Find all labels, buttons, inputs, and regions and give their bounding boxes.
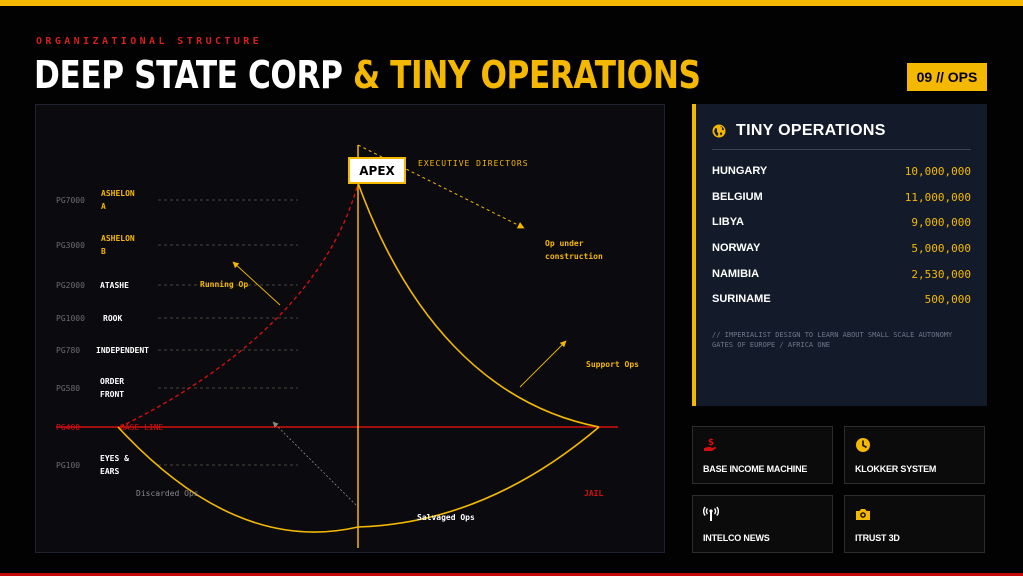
tile-intelco-news[interactable]: INTELCO NEWS xyxy=(692,495,833,553)
tile-label: KLOKKER SYSTEM xyxy=(855,464,937,474)
base-bowl-curve xyxy=(117,426,600,533)
apex-label: APEX xyxy=(359,164,395,178)
ops-row: BELGIUM 11,000,000 xyxy=(712,187,971,207)
ops-country: BELGIUM xyxy=(712,191,763,203)
op-under-construction-label: Op under xyxy=(545,239,584,248)
tiny-operations-title: TINY OPERATIONS xyxy=(736,122,886,139)
executive-directors-label: EXECUTIVE DIRECTORS xyxy=(418,159,529,168)
ops-row: SURINAME 500,000 xyxy=(712,289,971,309)
level-code: PG1000 xyxy=(56,314,85,323)
apex-box xyxy=(348,157,406,184)
diagram-canvas: PG7000 ASHELON A PG3000 ASHELON B PG2000 ATASHE… xyxy=(56,144,639,548)
ops-footnote-line: GATES OF EUROPE / AFRICA ONE xyxy=(712,341,831,349)
level-name: EYES & xyxy=(100,454,129,463)
level-code: PG100 xyxy=(56,461,80,470)
level-code: PG7000 xyxy=(56,196,85,205)
level-code: PG580 xyxy=(56,384,80,393)
ops-footnote-line: // IMPERIALIST DESIGN TO LEARN ABOUT SMA… xyxy=(712,331,953,339)
support-ops-arrow xyxy=(519,340,567,388)
top-accent-bar xyxy=(0,0,1023,6)
page-title-accent: & TINY OPERATIONS xyxy=(342,53,701,97)
ops-value: 2,530,000 xyxy=(911,267,971,281)
ops-country: NORWAY xyxy=(712,242,761,254)
page-title: DEEP STATE CORP & TINY OPERATIONS xyxy=(34,53,701,97)
ops-row: HUNGARY 10,000,000 xyxy=(712,161,971,181)
salvaged-ops-arrow xyxy=(272,421,357,506)
ops-value: 11,000,000 xyxy=(904,190,971,204)
globe-icon xyxy=(712,124,726,138)
broadcast-icon xyxy=(703,506,719,521)
ops-row: NAMIBIA 2,530,000 xyxy=(712,264,971,284)
tile-label: ITRUST 3D xyxy=(855,533,900,543)
support-ops-label: Support Ops xyxy=(586,360,639,369)
ops-country: NAMIBIA xyxy=(712,268,760,280)
camera-icon xyxy=(856,509,870,520)
tile-label: BASE INCOME MACHINE xyxy=(703,464,808,474)
tiny-operations-panel: TINY OPERATIONS HUNGARY 10,000,000 BELGI… xyxy=(692,104,987,406)
page-title-main: DEEP STATE CORP xyxy=(34,53,343,97)
level-name: ASHELON xyxy=(101,234,135,243)
level-code: PG400 xyxy=(56,423,80,432)
support-curve xyxy=(357,182,600,428)
ops-value: 9,000,000 xyxy=(911,215,971,229)
level-name: ORDER xyxy=(100,377,124,386)
tile-label: INTELCO NEWS xyxy=(703,533,770,543)
level-name: B xyxy=(101,247,106,256)
level-name: ATASHE xyxy=(100,281,129,290)
ops-country: HUNGARY xyxy=(712,165,768,177)
tiny-operations-header: TINY OPERATIONS xyxy=(712,122,886,140)
op-under-construction-label: construction xyxy=(545,251,603,261)
money-hand-icon: $ xyxy=(704,438,717,451)
level-name: EARS xyxy=(100,467,119,476)
ops-value: 500,000 xyxy=(924,292,971,306)
level-name: FRONT xyxy=(100,390,124,399)
clock-icon xyxy=(856,438,870,452)
tile-itrust-3d[interactable]: ITRUST 3D xyxy=(844,495,985,553)
ops-value: 10,000,000 xyxy=(904,164,971,178)
discarded-ops-label: Discarded Ops xyxy=(136,489,199,498)
running-op-curve xyxy=(119,182,359,428)
ops-badge: 09 // OPS xyxy=(907,63,987,91)
level-code: PG3000 xyxy=(56,241,85,250)
salvaged-ops-label: Salvaged Ops xyxy=(417,513,475,522)
level-name: BASE LINE xyxy=(120,423,164,432)
bottom-accent-bar xyxy=(0,573,1023,576)
org-structure-diagram: PG7000 ASHELON A PG3000 ASHELON B PG2000 ATASHE… xyxy=(35,104,665,553)
level-code: PG780 xyxy=(56,346,80,355)
ops-row: LIBYA 9,000,000 xyxy=(712,212,971,232)
tile-base-income-machine[interactable]: $ BASE INCOME MACHINE xyxy=(692,426,833,484)
running-op-label: Running Op xyxy=(200,279,248,289)
ops-footnote: // IMPERIALIST DESIGN TO LEARN ABOUT SMA… xyxy=(712,330,977,350)
ops-country: SURINAME xyxy=(712,293,771,305)
level-code: PG2000 xyxy=(56,281,85,290)
svg-text:$: $ xyxy=(708,438,714,448)
ops-value: 5,000,000 xyxy=(911,241,971,255)
jail-label: JAIL xyxy=(584,489,603,498)
section-eyebrow: ORGANIZATIONAL STRUCTURE xyxy=(36,36,263,47)
tile-klokker-system[interactable]: KLOKKER SYSTEM xyxy=(844,426,985,484)
ops-divider xyxy=(712,149,971,150)
running-op-arrow xyxy=(232,261,281,306)
level-name: A xyxy=(101,202,106,211)
level-name: INDEPENDENT xyxy=(96,346,149,355)
level-name: ROOK xyxy=(103,314,122,323)
ops-row: NORWAY 5,000,000 xyxy=(712,238,971,258)
ops-country: LIBYA xyxy=(712,216,744,228)
level-name: ASHELON xyxy=(101,189,135,198)
